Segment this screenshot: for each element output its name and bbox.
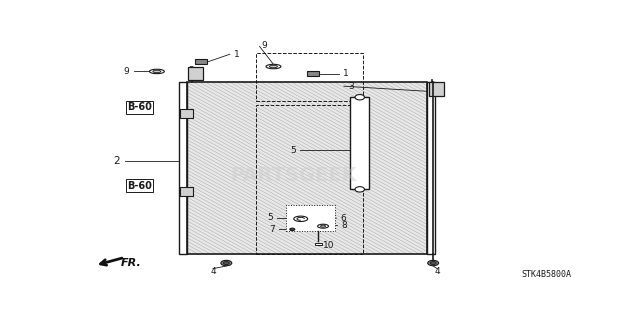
Text: 8: 8	[341, 221, 347, 230]
Bar	[307, 71, 319, 76]
Ellipse shape	[269, 65, 277, 68]
Text: 7: 7	[269, 225, 275, 234]
Text: B-60: B-60	[127, 181, 152, 191]
Bar	[256, 105, 363, 255]
Bar	[195, 59, 207, 63]
Text: B-60: B-60	[127, 102, 152, 112]
Text: 4: 4	[435, 267, 440, 276]
Text: 9: 9	[124, 67, 129, 76]
Bar	[180, 187, 193, 196]
Ellipse shape	[266, 64, 281, 69]
Bar	[187, 83, 428, 255]
Text: 3: 3	[348, 82, 353, 91]
Text: 4: 4	[210, 267, 216, 276]
Text: FR.: FR.	[121, 257, 141, 268]
Text: 6: 6	[340, 214, 346, 223]
Bar	[179, 83, 187, 255]
Text: 2: 2	[113, 156, 120, 166]
Ellipse shape	[290, 228, 295, 231]
Bar	[286, 205, 335, 231]
Ellipse shape	[221, 260, 232, 266]
Bar	[315, 243, 321, 245]
Text: 10: 10	[323, 241, 335, 250]
Bar	[180, 109, 193, 118]
Ellipse shape	[294, 216, 308, 221]
Text: 9: 9	[261, 41, 267, 50]
Text: 3: 3	[188, 66, 194, 75]
Ellipse shape	[355, 94, 364, 100]
Bar	[350, 97, 369, 189]
Ellipse shape	[428, 260, 438, 266]
Bar	[187, 83, 428, 255]
Ellipse shape	[223, 262, 229, 264]
Ellipse shape	[150, 69, 164, 74]
Bar	[188, 67, 203, 80]
Ellipse shape	[355, 187, 364, 192]
Ellipse shape	[321, 225, 326, 227]
Text: PARTSGEEK: PARTSGEEK	[230, 166, 356, 185]
Text: 1: 1	[234, 50, 239, 59]
Text: 1: 1	[343, 70, 349, 78]
Text: 5: 5	[268, 213, 273, 222]
Bar	[256, 53, 363, 101]
Ellipse shape	[430, 262, 436, 264]
Ellipse shape	[153, 70, 161, 73]
Bar	[429, 83, 444, 96]
Ellipse shape	[317, 224, 328, 228]
Text: STK4B5800A: STK4B5800A	[521, 270, 571, 279]
Text: 5: 5	[290, 145, 296, 154]
Bar	[428, 83, 435, 255]
